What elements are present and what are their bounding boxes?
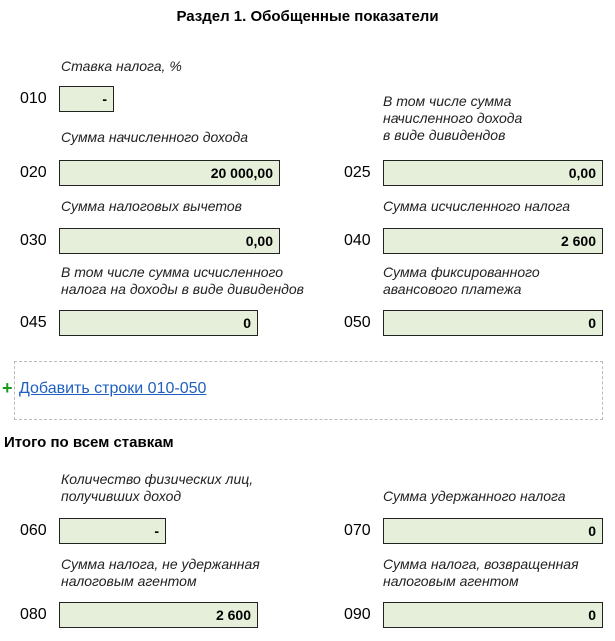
label-090: Сумма налога, возвращенная налоговым аге… xyxy=(383,556,579,589)
code-090: 090 xyxy=(344,606,371,623)
label-045: В том числе сумма исчисленного налога на… xyxy=(61,264,304,297)
code-010: 010 xyxy=(20,90,47,107)
label-080: Сумма налога, не удержанная налоговым аг… xyxy=(61,556,260,589)
code-080: 080 xyxy=(20,606,47,623)
add-rows-link[interactable]: Добавить строки 010-050 xyxy=(19,380,207,397)
label-040: Сумма исчисленного налога xyxy=(383,198,571,214)
code-020: 020 xyxy=(20,164,47,181)
field-030[interactable]: 0,00 xyxy=(59,228,280,254)
label-020: Сумма начисленного дохода xyxy=(61,129,249,145)
field-025[interactable]: 0,00 xyxy=(383,160,603,186)
code-050: 050 xyxy=(344,314,371,331)
field-070[interactable]: 0 xyxy=(383,518,603,544)
field-060[interactable]: - xyxy=(59,518,166,544)
field-010[interactable]: - xyxy=(59,86,114,112)
add-rows-area xyxy=(14,361,603,420)
field-090[interactable]: 0 xyxy=(383,602,603,628)
code-060: 060 xyxy=(20,522,47,539)
label-050: Сумма фиксированного авансового платежа xyxy=(383,264,540,297)
code-040: 040 xyxy=(344,232,371,249)
field-045[interactable]: 0 xyxy=(59,310,258,336)
field-020[interactable]: 20 000,00 xyxy=(59,160,280,186)
totals-title: Итого по всем ставкам xyxy=(4,434,174,451)
code-025: 025 xyxy=(344,164,371,181)
field-050[interactable]: 0 xyxy=(383,310,603,336)
label-025: В том числе сумма начисленного дохода в … xyxy=(383,93,523,143)
field-080[interactable]: 2 600 xyxy=(59,602,258,628)
label-060: Количество физических лиц, получивших до… xyxy=(61,471,254,504)
code-045: 045 xyxy=(20,314,47,331)
label-010: Ставка налога, % xyxy=(61,58,182,74)
section-title: Раздел 1. Обобщенные показатели xyxy=(176,8,439,25)
label-030: Сумма налоговых вычетов xyxy=(61,198,242,214)
plus-icon[interactable]: + xyxy=(2,378,13,398)
code-030: 030 xyxy=(20,232,47,249)
field-040[interactable]: 2 600 xyxy=(383,228,603,254)
label-070: Сумма удержанного налога xyxy=(383,488,566,504)
code-070: 070 xyxy=(344,522,371,539)
